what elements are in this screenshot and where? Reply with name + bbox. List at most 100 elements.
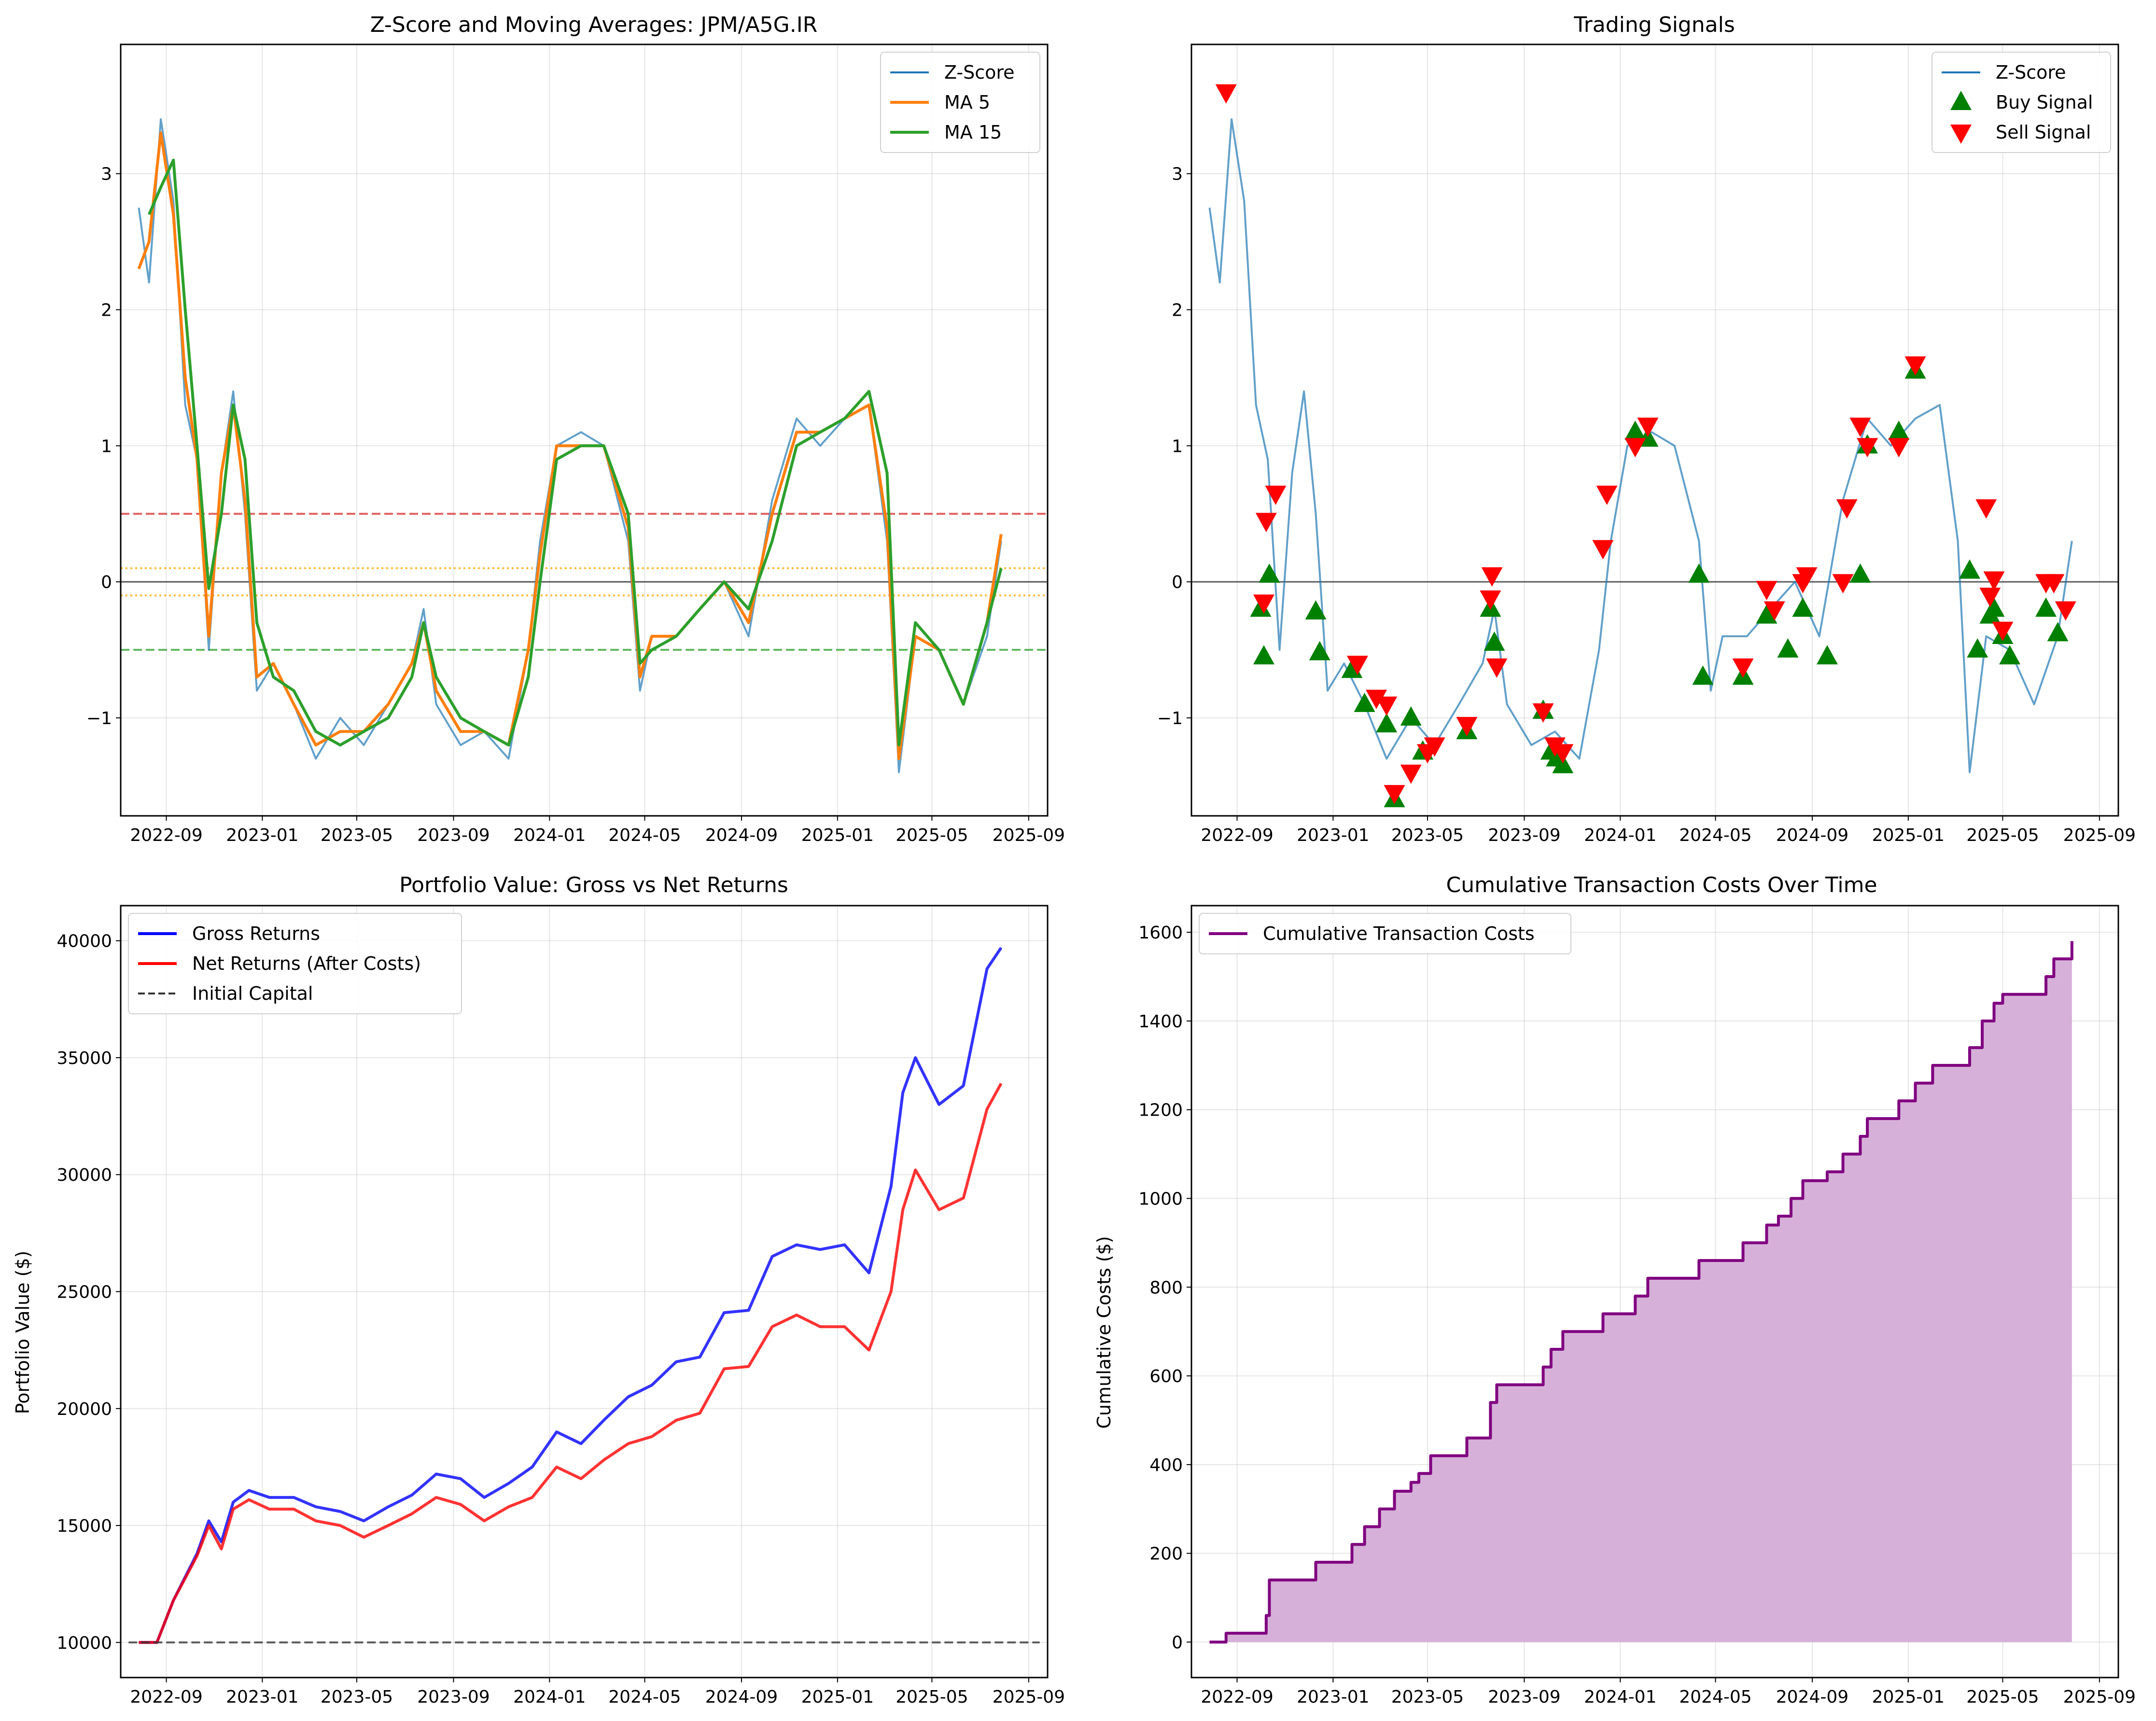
cost-area-fill (1209, 941, 2072, 1642)
y-tick-label: 20000 (56, 1399, 112, 1419)
x-tick-label: 2023-09 (1488, 826, 1560, 845)
series-layer (128, 947, 1040, 1644)
panel-zscore-ma: Z-Score and Moving Averages: JPM/A5G.IR … (86, 13, 1065, 845)
buy-signal-marker (1692, 665, 1714, 685)
y-tick-label: 40000 (56, 932, 112, 951)
sell-signal-marker (2043, 574, 2065, 594)
y-tick-label: 1600 (1138, 923, 1183, 943)
buy-signal-marker (1376, 713, 1398, 733)
buy-signal-marker (1354, 692, 1375, 712)
y-tick-label: 2 (1172, 301, 1183, 321)
x-tick-label: 2025-05 (1966, 1687, 2039, 1707)
series-line-ma-15 (147, 158, 1003, 747)
sell-signal-marker (1552, 744, 1574, 764)
sell-signal-marker (1480, 590, 1501, 610)
sell-signal-marker (1857, 438, 1878, 458)
buy-signal-marker (1305, 600, 1327, 620)
buy-signal-marker (1849, 563, 1871, 583)
legend-label: Z-Score (944, 62, 1015, 83)
legend: Z-Score MA 5 MA 15 (880, 52, 1040, 153)
y-tick-label: 1400 (1138, 1012, 1183, 1032)
legend-label: Sell Signal (1996, 122, 2091, 143)
y-tick-label: 30000 (56, 1165, 112, 1185)
sell-signal-marker (1596, 486, 1618, 505)
panel-portfolio: Portfolio Value: Gross vs Net Returns Po… (12, 873, 1065, 1707)
buy-signal-marker (1484, 631, 1505, 651)
legend-label: MA 15 (944, 122, 1002, 143)
y-tick-label: 2 (101, 301, 112, 321)
y-tick-label: 25000 (56, 1283, 112, 1302)
x-tick-label: 2022-09 (1201, 826, 1273, 845)
chart-title: Portfolio Value: Gross vs Net Returns (399, 873, 788, 897)
y-tick-label: 0 (101, 573, 112, 592)
buy-signal-marker (1624, 420, 1646, 440)
y-tick-label: 0 (1172, 573, 1183, 592)
sell-signal-marker (1366, 689, 1387, 709)
x-tick-label: 2024-01 (513, 1687, 586, 1707)
buy-signal-marker (1777, 638, 1799, 658)
y-axis-label: Cumulative Costs ($) (1093, 1236, 1115, 1428)
legend: Z-Score Buy Signal Sell Signal (1932, 52, 2111, 153)
legend: Gross Returns Net Returns (After Costs) In… (128, 913, 462, 1014)
x-tick-label: 2025-05 (1966, 826, 2039, 845)
sell-signal-marker (1215, 84, 1237, 104)
sell-signal-marker (1983, 571, 2005, 591)
sell-signal-marker (1637, 418, 1659, 437)
y-tick-label: 200 (1149, 1544, 1183, 1564)
sell-signal-marker (1832, 574, 1854, 594)
sell-signal-marker (1253, 594, 1274, 614)
x-tick-label: 2023-09 (1488, 1687, 1560, 1707)
y-tick-label: 1000 (1138, 1189, 1183, 1209)
sell-signal-marker (1265, 486, 1287, 505)
buy-signal-marker (1400, 706, 1422, 726)
y-tick-label: 3 (1172, 165, 1183, 184)
x-tick-label: 2022-09 (130, 1687, 202, 1707)
x-tick-label: 2025-01 (1872, 1687, 1945, 1707)
x-tick-label: 2024-09 (1776, 826, 1848, 845)
x-tick-label: 2025-09 (993, 826, 1065, 845)
x-tick-label: 2024-05 (1679, 1687, 1751, 1707)
sell-signal-marker (1424, 737, 1445, 757)
sell-signal-marker (2055, 601, 2076, 621)
x-tick-label: 2025-01 (1872, 826, 1945, 845)
buy-signal-marker (1756, 604, 1778, 624)
plot-area: 2022-09 2023-01 2023-05 2023-09 2024-01 2024-… (86, 43, 1065, 845)
plot-area: 2022-09 2023-01 2023-05 2023-09 2024-01 2024-… (56, 905, 1065, 1707)
buy-signal-marker (1309, 641, 1330, 660)
legend-label: Net Returns (After Costs) (192, 953, 421, 974)
y-tick-label: 15000 (56, 1516, 112, 1536)
x-tick-label: 2024-05 (608, 1687, 681, 1707)
series-line-z-score (1208, 118, 2073, 773)
buy-signal-marker (1552, 754, 1574, 773)
sell-signal-marker (1376, 696, 1398, 716)
chart-title: Z-Score and Moving Averages: JPM/A5G.IR (370, 13, 818, 37)
buy-signal-marker (1983, 597, 2005, 617)
buy-signal-marker (1959, 559, 1980, 579)
legend-label: MA 5 (944, 92, 990, 113)
x-tick-label: 2024-09 (1776, 1687, 1848, 1707)
sell-signal-marker (1904, 356, 1926, 376)
axes-frame (120, 43, 1049, 817)
plot-area: 2022-09 2023-01 2023-05 2023-09 2024-01 2024-… (1138, 905, 2136, 1707)
x-tick-label: 2023-05 (1391, 1687, 1464, 1707)
sell-signal-marker (1384, 785, 1405, 805)
y-tick-label: 1 (1172, 436, 1183, 456)
x-tick-label: 2024-01 (513, 826, 586, 845)
axes-frame (120, 905, 1049, 1679)
series-line-costs (1209, 941, 2073, 1644)
series-line-net-returns-after-costs- (139, 1082, 1003, 1644)
x-tick-label: 2024-05 (608, 826, 681, 845)
x-tick-label: 2023-01 (226, 826, 298, 845)
legend-box (128, 913, 462, 1014)
x-tick-label: 2024-05 (1679, 826, 1751, 845)
y-tick-label: 800 (1149, 1278, 1183, 1298)
x-tick-label: 2022-09 (130, 826, 202, 845)
x-tick-label: 2023-09 (417, 1687, 490, 1707)
sell-signal-marker (1979, 588, 2001, 607)
axes-frame (1190, 43, 2119, 817)
sell-signal-marker (1624, 438, 1646, 458)
x-tick-label: 2023-09 (417, 826, 490, 845)
buy-signal-marker (1792, 597, 1814, 617)
buy-signal-marker (2047, 622, 2069, 642)
